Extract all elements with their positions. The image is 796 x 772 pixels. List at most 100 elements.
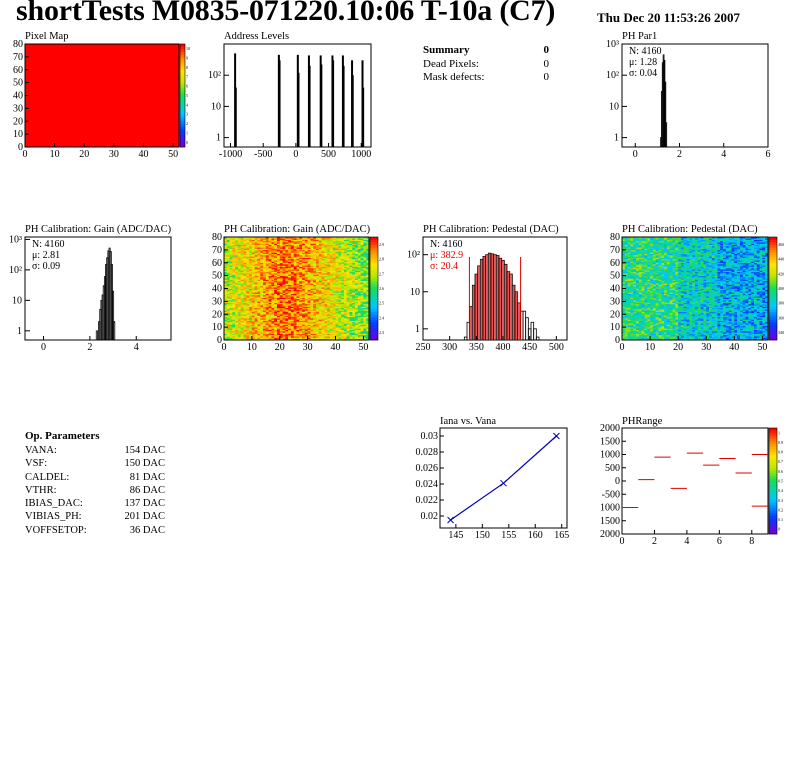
gain-map-cell (327, 288, 331, 291)
gain-map-cell (299, 324, 303, 327)
gain-map-cell (349, 325, 353, 328)
gain-map-cell (341, 319, 345, 321)
gain-map-cell (265, 265, 269, 267)
gain-map-cell (249, 251, 253, 253)
gain-map-cell (285, 330, 289, 333)
gain-map-cell (279, 274, 283, 276)
gain-map-color-cell (370, 316, 378, 320)
pedestal-map-cell (622, 292, 626, 294)
gain-map-cell (235, 246, 239, 248)
gain-map-cell (257, 301, 261, 303)
gain-map-cell (307, 332, 311, 334)
gain-map-cell (268, 328, 272, 330)
gain-map-cell (265, 242, 269, 244)
address-level-peak (308, 65, 311, 147)
op-param-label: VANA: (25, 445, 57, 456)
gain-map-cell (263, 253, 267, 256)
gain-map-cell (327, 273, 331, 275)
gain-map-cell (327, 274, 331, 276)
pixel-map-color-cell (180, 92, 185, 96)
gain-map-cell (285, 315, 289, 318)
gain-map-cell (338, 243, 342, 246)
gain-map-cell (360, 269, 364, 271)
pedestal-map-cell (630, 311, 634, 314)
gain-map-cell (235, 262, 239, 265)
gain-map-cell (360, 297, 364, 300)
gain-map-cell (268, 309, 272, 311)
gain-map-cell (346, 239, 350, 242)
pedestal-map-cell (627, 336, 631, 338)
gain-map-cell (260, 328, 264, 330)
gain-map-cell (237, 301, 242, 303)
gain-map-cell (290, 238, 295, 240)
op-param-value: 36 DAC (129, 524, 165, 536)
pedestal-map-cell (630, 253, 634, 256)
gain-map-cell (346, 276, 350, 279)
gain-map-cell (232, 237, 236, 239)
gain-map-cell (224, 321, 228, 324)
gain-map-cell (341, 333, 345, 336)
gain-map-cell (366, 256, 370, 258)
pedestal-map-cell (630, 312, 634, 315)
pedestal-map-cell (622, 244, 626, 247)
gain-map-cell (276, 292, 281, 294)
gain-map-cell (224, 251, 228, 253)
gain-map-cell (307, 314, 311, 316)
gain-map-cell (265, 237, 269, 239)
gain-map-cell (274, 311, 278, 314)
gain-map-cell (285, 298, 289, 301)
gain-map-cell (260, 330, 264, 333)
gain-map-cell (341, 243, 345, 246)
gain-map-cell (352, 262, 356, 265)
gain-map-cell (343, 306, 347, 309)
gain-map-cell (299, 330, 303, 333)
gain-map-cell (224, 305, 228, 307)
gain-map-cell (293, 306, 297, 309)
pedestal-map-cell (627, 303, 631, 306)
gain-map-cell (254, 310, 258, 312)
gain-map-cell (341, 291, 345, 293)
gain-map-cell (321, 270, 325, 273)
gain-map-cell (226, 324, 230, 327)
gain-map-cell (229, 321, 233, 324)
gain-map-cell (360, 298, 364, 301)
gain-map-cell (226, 253, 230, 256)
gain-map-cell (246, 267, 250, 270)
gain-map-cell (268, 243, 272, 246)
gain-map-cell (363, 300, 367, 302)
gain-map-cell (293, 302, 297, 305)
gain-map-cell (229, 288, 233, 291)
gain-map-cell (327, 242, 331, 244)
pedestal-map-cell (624, 261, 628, 264)
gain-map-cell (338, 238, 342, 240)
gain-map-cell (313, 296, 317, 298)
gain-map-cell (268, 278, 272, 280)
gain-map-cell (296, 238, 300, 240)
gain-map-cell (237, 238, 242, 240)
gain-map-cell (268, 289, 272, 292)
gain-map-cell (304, 251, 308, 253)
gain-map-cell (357, 297, 361, 300)
gain-map-cell (335, 315, 339, 318)
gain-map-cell (313, 242, 317, 244)
gain-map-cell (360, 242, 364, 244)
gain-map-cell (279, 296, 283, 298)
gain-map-cell (346, 278, 350, 280)
gain-map-cell (357, 280, 361, 283)
gain-map-cell (235, 247, 239, 249)
gain-map-cell (243, 266, 247, 269)
pedestal-map-cell (636, 306, 640, 309)
gain-map-cell (251, 294, 255, 297)
gain-map-color-cell (370, 311, 378, 315)
pedestal-map-cell (633, 288, 637, 291)
gain-map-cell (265, 325, 269, 328)
gain-map-cell (302, 329, 306, 332)
gain-map-cell (240, 300, 244, 302)
gain-map-cell (226, 275, 230, 278)
gain-map-cell (271, 243, 275, 246)
gain-map-cell (240, 239, 244, 242)
gain-map-cell (329, 252, 334, 255)
gain-map-cell (260, 270, 264, 273)
gain-map-cell (243, 258, 247, 261)
gain-map-cell (310, 333, 314, 336)
